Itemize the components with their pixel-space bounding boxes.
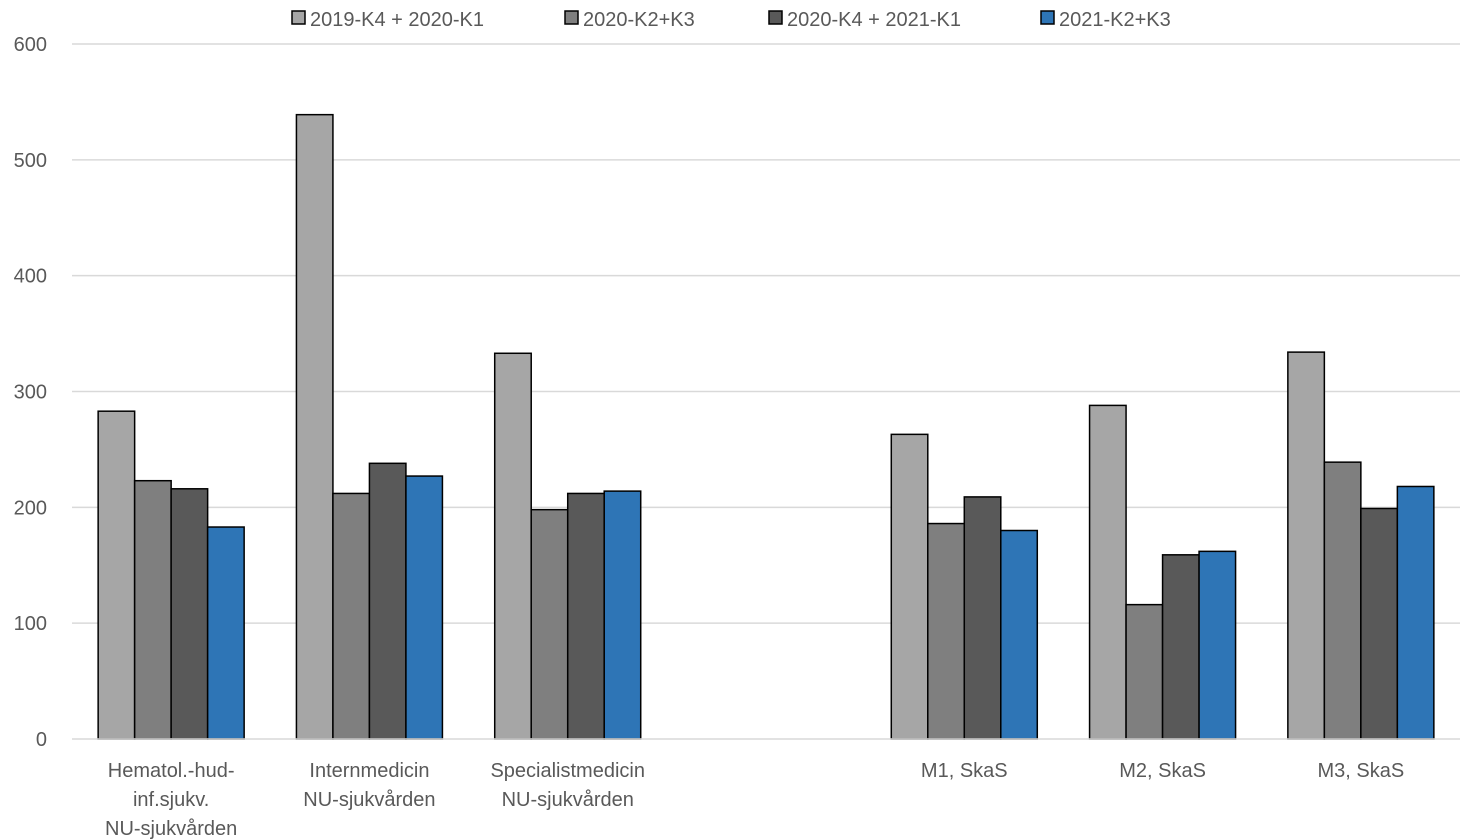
- y-tick-label: 600: [14, 34, 47, 56]
- gridlines: [72, 43, 1460, 624]
- bar-series-4-cat-6: [1198, 550, 1237, 740]
- bar-series-3-cat-2: [368, 462, 407, 740]
- x-category-label: Internmedicin: [309, 760, 429, 782]
- x-category-label: NU-sjukvården: [303, 789, 435, 811]
- legend-swatch: [564, 10, 579, 25]
- bar-series-2-cat-1: [133, 479, 172, 740]
- bar-series-1-cat-5: [890, 433, 929, 740]
- bar-series-3-cat-5: [963, 496, 1002, 740]
- bar-series-1-cat-2: [295, 113, 334, 740]
- bar-series-4-cat-7: [1396, 485, 1435, 740]
- x-axis-category-labels: Hematol.-hud-inf.sjukv. NU-sjukvården Inte…: [105, 760, 1404, 840]
- x-category-label: M1, SkaS: [921, 760, 1008, 782]
- y-tick-label: 300: [14, 382, 47, 404]
- bar-series-1-cat-1: [97, 410, 136, 740]
- bar-series-1-cat-7: [1287, 351, 1326, 740]
- bar-series-3-cat-1: [170, 488, 209, 740]
- bar-series-4-cat-5: [1000, 529, 1039, 740]
- y-tick-label: 500: [14, 150, 47, 172]
- bar-series-1-cat-6: [1088, 404, 1127, 740]
- legend: 2019-K4 + 2020-K1 2020-K2+K3 2020-K4 + 202…: [291, 9, 1171, 31]
- legend-swatch: [1040, 10, 1055, 25]
- bar-series-3-cat-7: [1360, 507, 1399, 740]
- bar-series-2-cat-3: [530, 508, 569, 740]
- bars: [97, 113, 1435, 740]
- x-category-label: NU-sjukvården: [105, 818, 237, 840]
- x-category-label: Specialistmedicin: [490, 760, 645, 782]
- x-category-label: M3, SkaS: [1318, 760, 1405, 782]
- bar-series-3-cat-6: [1161, 554, 1200, 740]
- y-tick-label: 0: [36, 729, 47, 751]
- bar-series-2-cat-7: [1323, 461, 1362, 740]
- x-category-label: Hematol.-hud-: [108, 760, 235, 782]
- legend-label: 2021-K2+K3: [1059, 9, 1171, 31]
- bar-series-4-cat-3: [603, 490, 642, 740]
- bar-series-2-cat-5: [927, 522, 966, 740]
- y-tick-label: 100: [14, 613, 47, 635]
- bar-series-1-cat-3: [493, 352, 532, 740]
- bar-series-4-cat-1: [206, 526, 245, 740]
- bar-series-4-cat-2: [405, 475, 444, 740]
- y-axis-tick-labels: 0 100 200 300 400 500 600: [14, 34, 47, 751]
- bar-series-2-cat-6: [1125, 603, 1164, 740]
- legend-label: 2020-K2+K3: [583, 9, 695, 31]
- y-tick-label: 200: [14, 497, 47, 519]
- bar-series-3-cat-3: [566, 492, 605, 740]
- legend-label: 2019-K4 + 2020-K1: [310, 9, 484, 31]
- x-category-label: NU-sjukvården: [502, 789, 634, 811]
- bar-series-2-cat-2: [332, 492, 371, 740]
- legend-swatch: [768, 10, 783, 25]
- x-category-label: inf.sjukv.: [133, 789, 209, 811]
- x-category-label: M2, SkaS: [1119, 760, 1206, 782]
- legend-swatch: [291, 10, 306, 25]
- y-tick-label: 400: [14, 266, 47, 288]
- legend-label: 2020-K4 + 2021-K1: [787, 9, 961, 31]
